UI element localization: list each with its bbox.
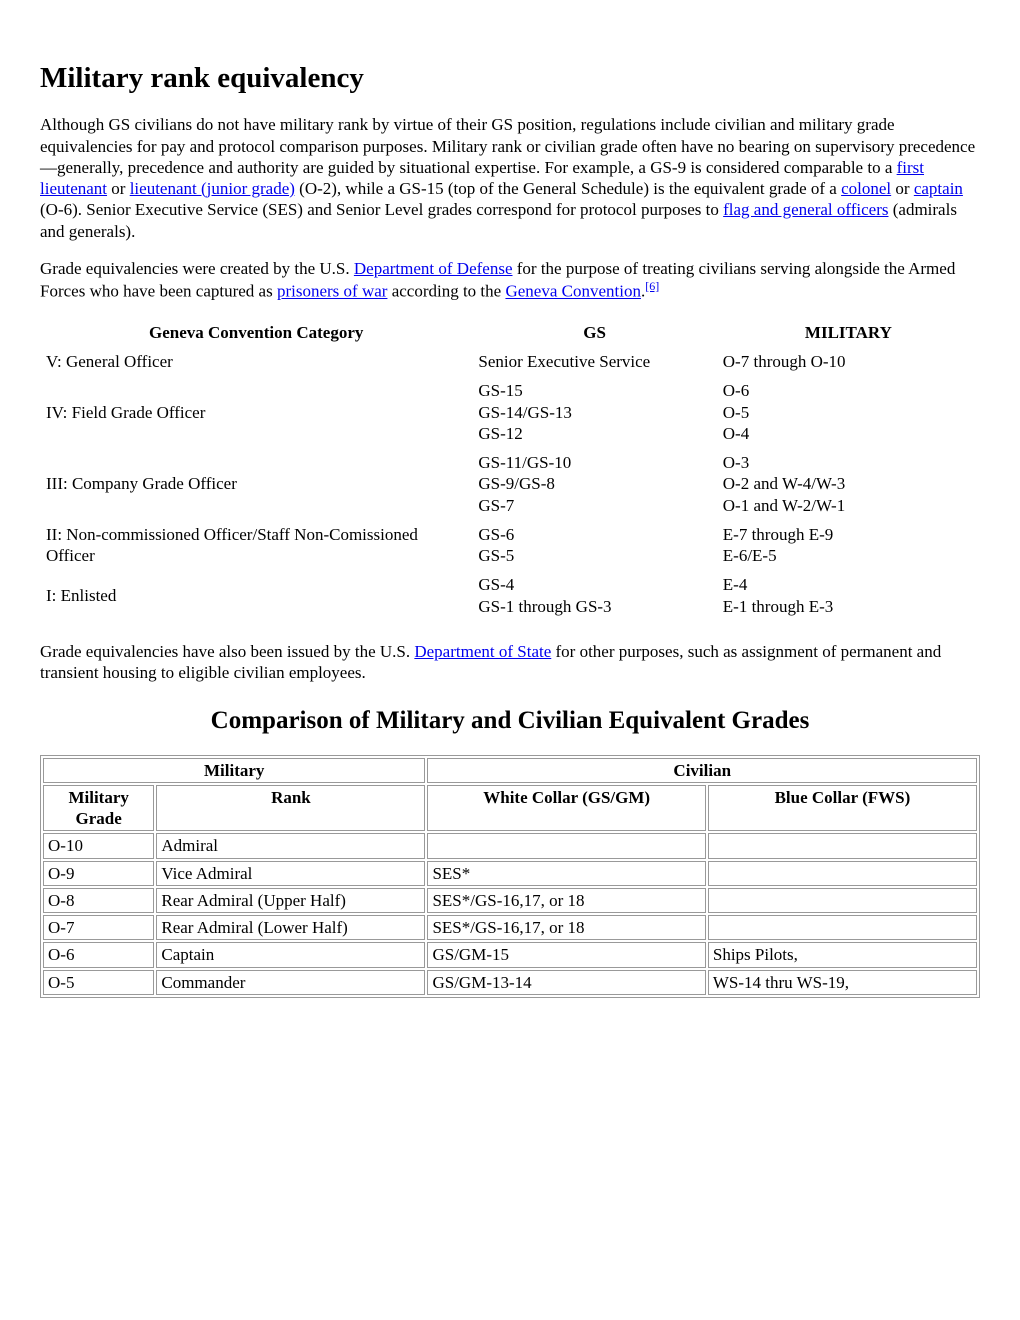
cell-gs: GS-6GS-5 (472, 520, 716, 571)
cell-category: II: Non-commissioned Officer/Staff Non-C… (40, 520, 472, 571)
link-lieutenant-jg[interactable]: lieutenant (junior grade) (130, 179, 295, 198)
link-dod[interactable]: Department of Defense (354, 259, 513, 278)
cell-white-collar: GS/GM-15 (427, 942, 705, 967)
link-flag-general-officers[interactable]: flag and general officers (723, 200, 888, 219)
text: (O-2), while a GS-15 (top of the General… (295, 179, 841, 198)
intro-paragraph-3: Grade equivalencies have also been issue… (40, 641, 980, 684)
cell-gs: GS-15GS-14/GS-13GS-12 (472, 376, 716, 448)
cell-rank: Captain (156, 942, 425, 967)
cell-rank: Admiral (156, 833, 425, 858)
cell-category: I: Enlisted (40, 570, 472, 621)
text: Grade equivalencies were created by the … (40, 259, 354, 278)
cell-category: III: Company Grade Officer (40, 448, 472, 520)
text: or (891, 179, 914, 198)
table-row: O-9Vice AdmiralSES* (43, 861, 977, 886)
cell-category: V: General Officer (40, 347, 472, 376)
cell-grade: O-7 (43, 915, 154, 940)
table-header-row: Military Civilian (43, 758, 977, 783)
cell-blue-collar: WS-14 thru WS-19, (708, 970, 977, 995)
col-header-category: Geneva Convention Category (40, 318, 472, 347)
cell-grade: O-9 (43, 861, 154, 886)
cell-military: O-3O-2 and W-4/W-3O-1 and W-2/W-1 (717, 448, 980, 520)
col-header-military: MILITARY (717, 318, 980, 347)
col-header-civilian-group: Civilian (427, 758, 977, 783)
cell-category: IV: Field Grade Officer (40, 376, 472, 448)
table-subheader-row: Military Grade Rank White Collar (GS/GM)… (43, 785, 977, 832)
table-row: O-5CommanderGS/GM-13-14WS-14 thru WS-19, (43, 970, 977, 995)
cell-grade: O-8 (43, 888, 154, 913)
cell-white-collar: SES*/GS-16,17, or 18 (427, 915, 705, 940)
cell-white-collar: SES* (427, 861, 705, 886)
col-header-gs: GS (472, 318, 716, 347)
text: Grade equivalencies have also been issue… (40, 642, 414, 661)
link-pow[interactable]: prisoners of war (277, 282, 387, 301)
cell-grade: O-10 (43, 833, 154, 858)
cell-rank: Commander (156, 970, 425, 995)
table-header-row: Geneva Convention Category GS MILITARY (40, 318, 980, 347)
table-row: O-6CaptainGS/GM-15Ships Pilots, (43, 942, 977, 967)
text: (O-6). Senior Executive Service (SES) an… (40, 200, 723, 219)
cell-white-collar (427, 833, 705, 858)
table-row: IV: Field Grade OfficerGS-15GS-14/GS-13G… (40, 376, 980, 448)
col-header-rank: Rank (156, 785, 425, 832)
table-row: I: EnlistedGS-4GS-1 through GS-3E-4E-1 t… (40, 570, 980, 621)
cell-blue-collar (708, 861, 977, 886)
col-header-white-collar: White Collar (GS/GM) (427, 785, 705, 832)
cell-white-collar: SES*/GS-16,17, or 18 (427, 888, 705, 913)
citation-6[interactable]: [6] (645, 279, 659, 293)
cell-blue-collar: Ships Pilots, (708, 942, 977, 967)
text: or (107, 179, 130, 198)
cell-rank: Vice Admiral (156, 861, 425, 886)
cell-white-collar: GS/GM-13-14 (427, 970, 705, 995)
cell-gs: GS-11/GS-10GS-9/GS-8GS-7 (472, 448, 716, 520)
cell-gs: Senior Executive Service (472, 347, 716, 376)
cell-military: E-7 through E-9E-6/E-5 (717, 520, 980, 571)
cell-military: O-6O-5O-4 (717, 376, 980, 448)
col-header-blue-collar: Blue Collar (FWS) (708, 785, 977, 832)
link-geneva-convention[interactable]: Geneva Convention (505, 282, 641, 301)
cell-grade: O-6 (43, 942, 154, 967)
table-row: V: General OfficerSenior Executive Servi… (40, 347, 980, 376)
intro-paragraph-1: Although GS civilians do not have milita… (40, 114, 980, 242)
table-row: O-8Rear Admiral (Upper Half)SES*/GS-16,1… (43, 888, 977, 913)
cell-blue-collar (708, 888, 977, 913)
link-dos[interactable]: Department of State (414, 642, 551, 661)
cell-military: E-4E-1 through E-3 (717, 570, 980, 621)
page-heading: Military rank equivalency (40, 60, 980, 96)
table-row: III: Company Grade OfficerGS-11/GS-10GS-… (40, 448, 980, 520)
table-row: O-10Admiral (43, 833, 977, 858)
text: according to the (387, 282, 505, 301)
cell-grade: O-5 (43, 970, 154, 995)
text: Although GS civilians do not have milita… (40, 115, 975, 177)
col-header-military-group: Military (43, 758, 425, 783)
comparison-heading: Comparison of Military and Civilian Equi… (40, 705, 980, 736)
table-row: II: Non-commissioned Officer/Staff Non-C… (40, 520, 980, 571)
cell-military: O-7 through O-10 (717, 347, 980, 376)
cell-blue-collar (708, 915, 977, 940)
link-colonel[interactable]: colonel (841, 179, 891, 198)
intro-paragraph-2: Grade equivalencies were created by the … (40, 258, 980, 302)
cell-blue-collar (708, 833, 977, 858)
table-row: O-7Rear Admiral (Lower Half)SES*/GS-16,1… (43, 915, 977, 940)
geneva-table: Geneva Convention Category GS MILITARY V… (40, 318, 980, 621)
comparison-table: Military Civilian Military Grade Rank Wh… (40, 755, 980, 998)
link-captain[interactable]: captain (914, 179, 963, 198)
cell-gs: GS-4GS-1 through GS-3 (472, 570, 716, 621)
col-header-grade: Military Grade (43, 785, 154, 832)
cell-rank: Rear Admiral (Lower Half) (156, 915, 425, 940)
cell-rank: Rear Admiral (Upper Half) (156, 888, 425, 913)
